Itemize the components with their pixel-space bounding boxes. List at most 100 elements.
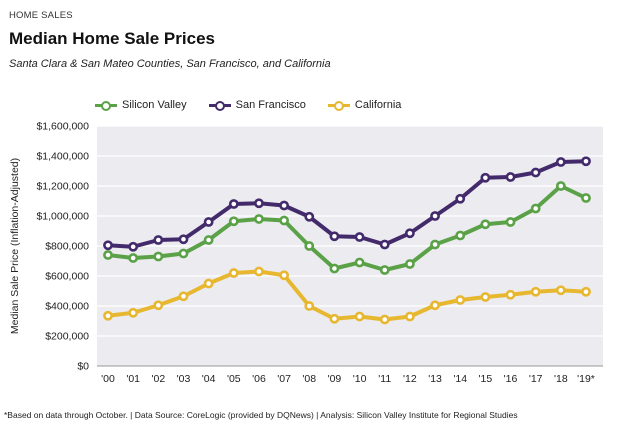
x-tick-label: '07 — [277, 373, 291, 385]
legend-label-san-francisco: San Francisco — [235, 99, 306, 111]
y-tick-label: $600,000 — [45, 271, 89, 283]
data-point-silicon-valley — [203, 235, 214, 245]
legend-item-san-francisco: San Francisco — [208, 99, 306, 111]
data-point-california — [581, 286, 591, 297]
data-point-california — [203, 278, 214, 289]
data-point-silicon-valley — [354, 257, 365, 268]
data-point-california — [153, 300, 164, 311]
chart-title: Median Home Sale Prices — [9, 29, 215, 48]
data-point-silicon-valley — [329, 263, 340, 274]
data-point-san-francisco — [128, 241, 139, 252]
x-tick-label: '13 — [428, 373, 442, 385]
legend-item-california: California — [327, 99, 402, 111]
data-point-san-francisco — [178, 234, 189, 245]
data-point-california — [455, 295, 466, 305]
data-point-san-francisco — [404, 228, 415, 239]
data-point-california — [304, 301, 315, 311]
data-point-san-francisco — [480, 172, 491, 183]
x-tick-label: '03 — [177, 373, 191, 385]
y-tick-label: $1,000,000 — [36, 211, 89, 223]
data-point-silicon-valley — [153, 251, 164, 262]
y-tick-label: $1,400,000 — [36, 151, 89, 163]
legend-swatch-silicon-valley — [95, 100, 117, 111]
y-tick-label: $200,000 — [45, 331, 89, 343]
x-tick-label: '10 — [353, 373, 367, 385]
data-point-california — [404, 311, 415, 322]
x-tick-label: '15 — [479, 373, 493, 385]
data-point-california — [228, 268, 239, 278]
legend-swatch-california — [327, 100, 350, 111]
data-point-california — [480, 292, 491, 302]
data-point-california — [379, 314, 390, 325]
data-point-silicon-valley — [379, 265, 390, 275]
data-point-san-francisco — [329, 231, 340, 242]
x-tick-label: '01 — [126, 373, 140, 385]
data-point-san-francisco — [379, 239, 390, 250]
x-tick-label: '18 — [554, 373, 568, 385]
x-tick-label: '06 — [252, 373, 266, 385]
data-point-san-francisco — [228, 199, 239, 209]
x-tick-label: '02 — [151, 373, 165, 385]
data-point-silicon-valley — [480, 219, 491, 230]
x-tick-label: '09 — [328, 373, 342, 385]
y-axis-title: Median Sale Price (Inflation-Adjusted) — [9, 158, 21, 334]
data-point-silicon-valley — [178, 248, 189, 259]
data-point-silicon-valley — [254, 214, 264, 224]
x-tick-label: '11 — [378, 373, 391, 385]
data-point-silicon-valley — [304, 241, 315, 251]
data-point-california — [354, 311, 365, 322]
x-tick-label: '14 — [453, 373, 467, 385]
data-point-san-francisco — [530, 167, 541, 178]
y-tick-label: $0 — [77, 361, 89, 373]
legend-swatch-san-francisco — [208, 100, 231, 111]
data-point-california — [329, 313, 340, 324]
data-point-silicon-valley — [455, 230, 466, 241]
y-tick-label: $1,200,000 — [36, 181, 89, 193]
data-point-san-francisco — [354, 232, 365, 242]
legend-item-silicon-valley: Silicon Valley — [95, 99, 187, 111]
data-point-silicon-valley — [581, 193, 591, 203]
data-point-california — [555, 285, 566, 296]
x-tick-label: '12 — [403, 373, 417, 385]
data-point-san-francisco — [153, 235, 164, 245]
x-tick-label: '08 — [302, 373, 316, 385]
data-point-san-francisco — [203, 217, 214, 227]
chart-subtitle: Santa Clara & San Mateo Counties, San Fr… — [9, 58, 331, 70]
legend-label-silicon-valley: Silicon Valley — [122, 99, 187, 111]
x-tick-label: '00 — [101, 373, 115, 385]
data-point-san-francisco — [581, 156, 591, 167]
x-tick-label: '04 — [202, 373, 216, 385]
legend-label-california: California — [354, 99, 402, 111]
data-point-california — [279, 270, 290, 281]
data-point-silicon-valley — [128, 253, 139, 263]
chart-footnote: *Based on data through October. | Data S… — [4, 410, 518, 420]
x-tick-label: '16 — [504, 373, 518, 385]
data-point-silicon-valley — [103, 250, 113, 260]
y-tick-label: $400,000 — [45, 301, 89, 313]
data-point-california — [128, 307, 139, 318]
data-point-silicon-valley — [279, 215, 290, 226]
data-point-san-francisco — [455, 193, 466, 204]
data-point-california — [530, 286, 541, 297]
chart-kicker: HOME SALES — [9, 10, 73, 21]
data-point-san-francisco — [555, 157, 566, 167]
y-tick-label: $800,000 — [45, 241, 89, 253]
data-point-silicon-valley — [404, 259, 415, 269]
data-point-california — [178, 291, 189, 302]
data-point-silicon-valley — [228, 216, 239, 227]
data-point-san-francisco — [505, 172, 516, 182]
x-tick-label: '05 — [227, 373, 241, 385]
data-point-california — [505, 289, 516, 300]
x-tick-label: '19* — [577, 373, 595, 385]
data-point-san-francisco — [304, 211, 315, 222]
data-point-california — [103, 310, 113, 321]
y-tick-label: $1,600,000 — [36, 121, 89, 133]
data-point-silicon-valley — [555, 181, 566, 191]
data-point-san-francisco — [279, 200, 290, 211]
data-point-san-francisco — [430, 211, 440, 221]
data-point-san-francisco — [254, 198, 264, 209]
data-point-san-francisco — [103, 240, 113, 251]
data-point-california — [430, 300, 440, 311]
data-point-silicon-valley — [505, 217, 516, 227]
